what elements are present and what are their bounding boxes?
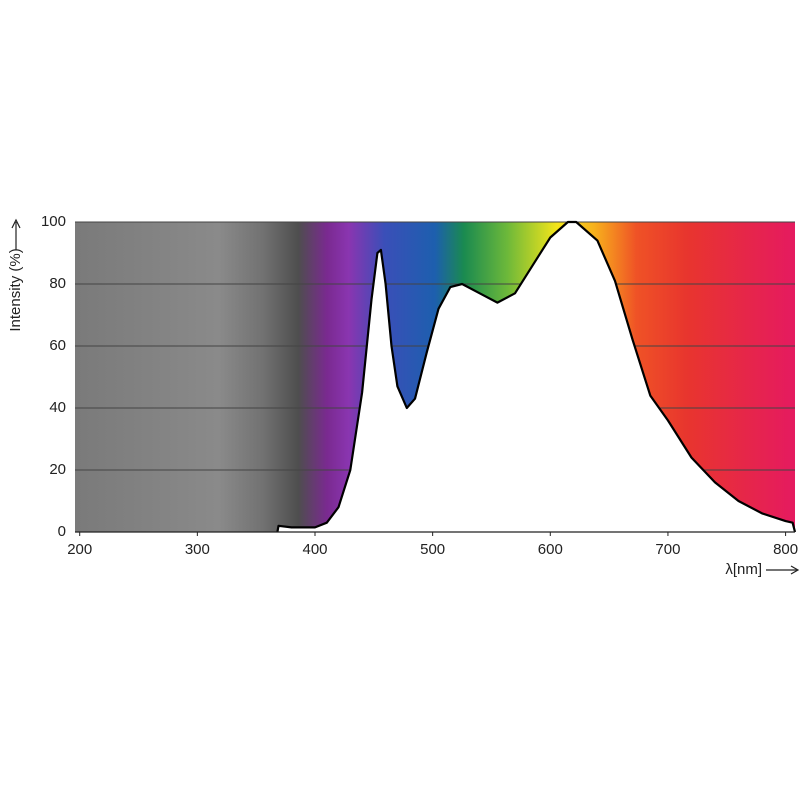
x-tick-label: 300: [185, 541, 210, 558]
y-tick-label: 100: [41, 213, 66, 230]
x-tick-label: 700: [655, 541, 680, 558]
y-tick-label: 80: [49, 275, 66, 292]
x-tick-label: 400: [302, 541, 327, 558]
marks: [276, 220, 797, 533]
spectrum-line: [276, 220, 797, 533]
x-arrow-head: [790, 565, 800, 575]
spectrum-area: [277, 222, 795, 532]
y-tick-label: 20: [49, 461, 66, 478]
y-axis-label: Intensity (%): [7, 248, 24, 331]
y-tick-label: 40: [49, 399, 66, 416]
y-arrow-head: [11, 218, 21, 229]
x-tick-label: 500: [420, 541, 445, 558]
x-tick-label: 600: [538, 541, 563, 558]
x-tick-label: 800: [773, 541, 798, 558]
y-tick-label: 0: [58, 523, 66, 540]
x-axis-label: λ[nm]: [725, 561, 762, 578]
x-tick-label: 200: [67, 541, 92, 558]
y-tick-label: 60: [49, 337, 66, 354]
